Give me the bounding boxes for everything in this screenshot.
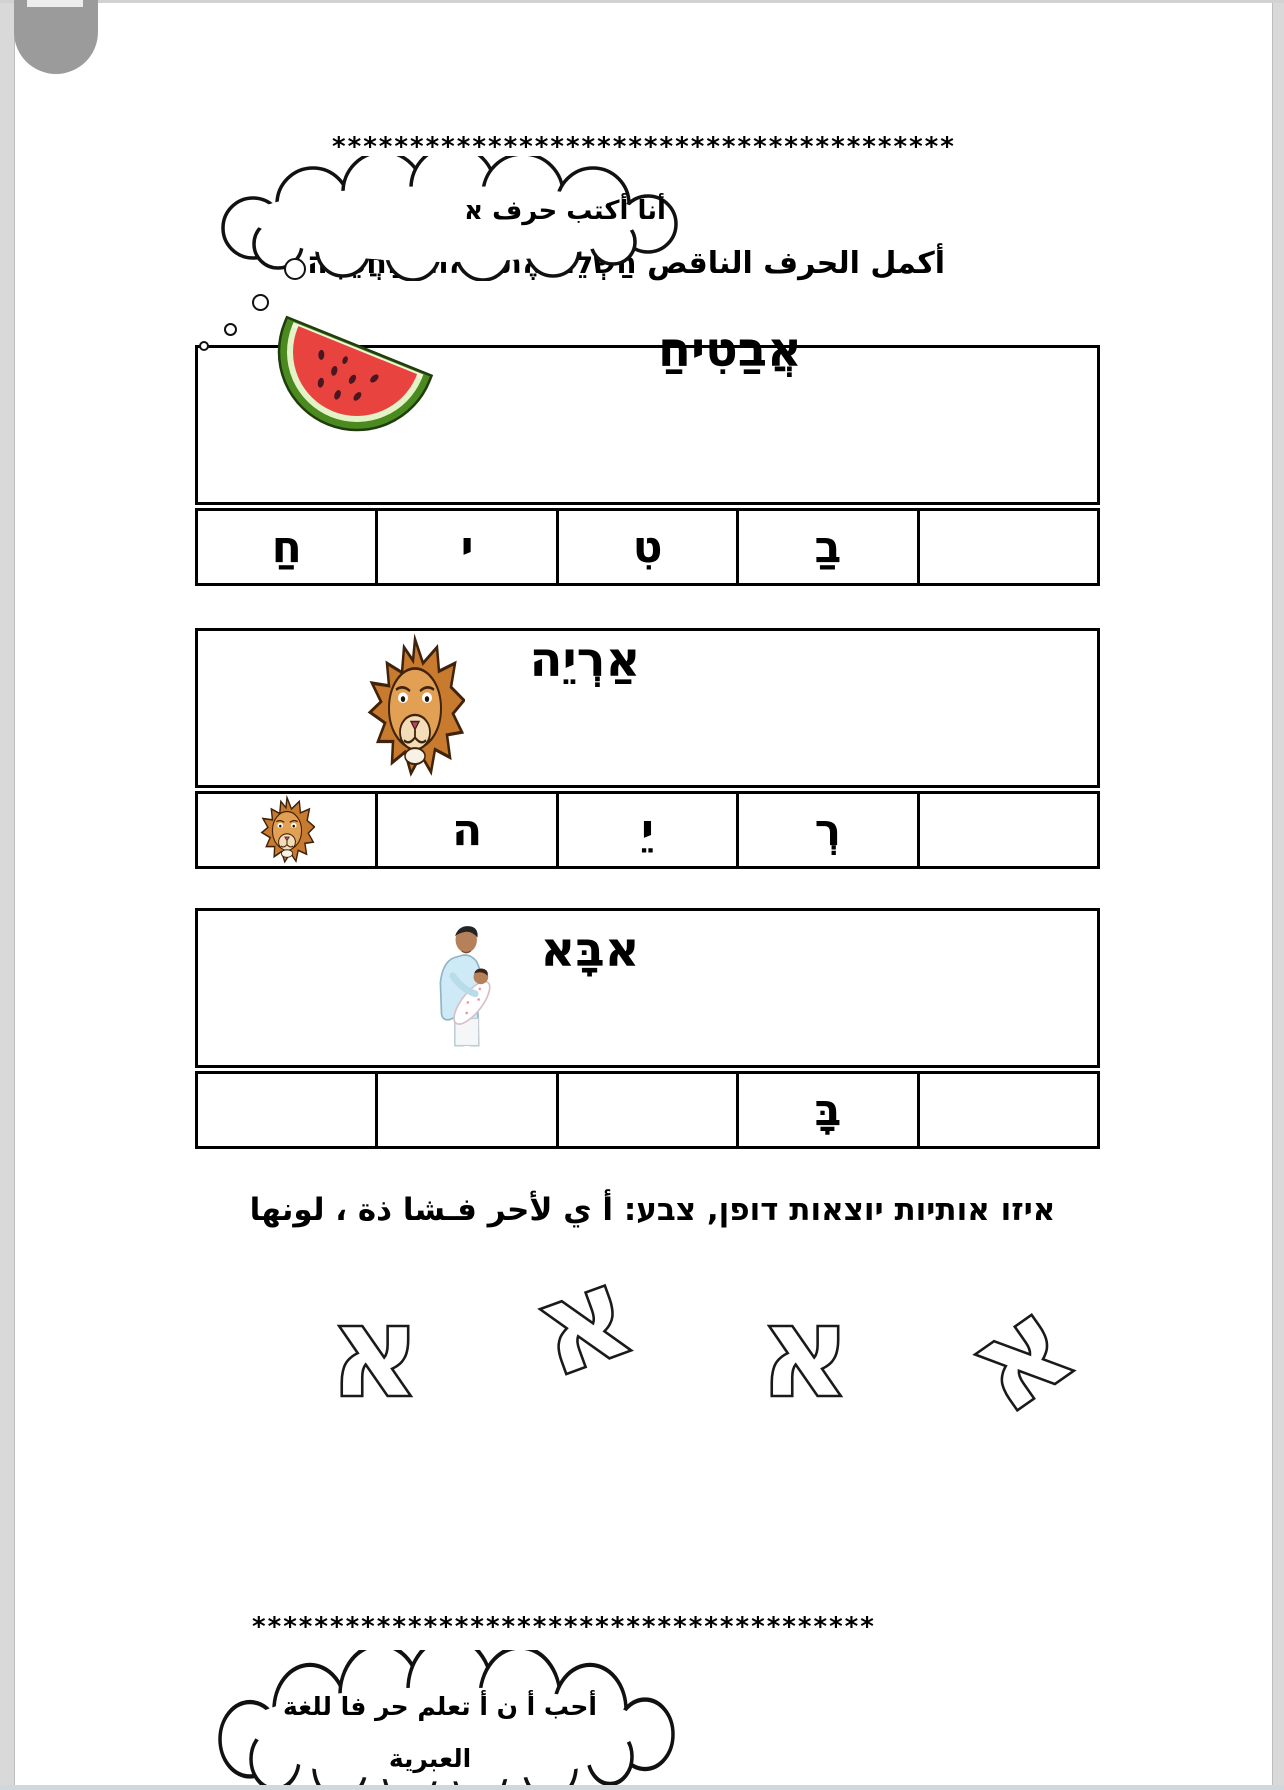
exercise1-letter-row: חַ י טִ בַ (195, 508, 1100, 586)
thought-bubble-bottom-line2: العبرية (388, 1744, 472, 1773)
letter-cell: ה (378, 794, 559, 866)
viewer-bottom-edge (0, 1785, 1284, 1790)
viewer-left-edge (0, 0, 15, 1790)
outline-letter-alef-4-rotated[interactable]: א (940, 1260, 1095, 1435)
thought-bubble-bottom-line1: أحب أ ن أ تعلم حر فا للغة (283, 1692, 597, 1721)
svg-text:א: א (758, 1278, 851, 1427)
letter-cell: י (378, 511, 559, 583)
letter-cell: בַ (739, 511, 920, 583)
thought-bubble-top-text: أنا أكتب حرف א (464, 196, 666, 226)
svg-text:א: א (940, 1268, 1095, 1435)
letter-cell: בָּ (739, 1074, 920, 1146)
letter-cell: טִ (559, 511, 740, 583)
exercise3-word: אבָּא (540, 922, 640, 978)
thought-dot-3 (224, 323, 237, 336)
exercise2-word-box (195, 628, 1100, 788)
answer-cell[interactable] (378, 1074, 559, 1146)
answer-cell[interactable] (198, 1074, 379, 1146)
svg-text:א: א (519, 1252, 658, 1422)
exercise3-letter-row: בָּ (195, 1071, 1100, 1149)
asterisk-divider-bottom: **************************************** (252, 1612, 876, 1642)
letter-cell: חַ (198, 511, 379, 583)
lion-icon-small (260, 796, 315, 863)
page-corner-tab (14, 0, 98, 74)
letter-cell: רְ (739, 794, 920, 866)
exercise2-word: אַרְיֵה (529, 632, 641, 688)
viewer-right-edge (1272, 0, 1284, 1790)
odd-one-out-prompt: איזו אותיות יוצאות דופן, צבע: أ ي لأحر ف… (249, 1192, 1056, 1228)
letter-cell-lion-image (198, 794, 379, 866)
thought-dot-1 (284, 258, 306, 280)
exercise2-letter-row: ה יֵ רְ (195, 791, 1100, 869)
letter-cell: יֵ (559, 794, 740, 866)
outline-letter-alef-1[interactable]: א (300, 1258, 450, 1428)
svg-text:א: א (328, 1278, 421, 1427)
exercise3-word-box (195, 908, 1100, 1068)
outline-letter-alef-2-rotated[interactable]: א (515, 1252, 665, 1422)
watermelon-icon (277, 315, 434, 432)
answer-cell[interactable] (920, 794, 1097, 866)
viewer-top-edge (0, 0, 1284, 3)
exercise1-word: אֲבַטִיחַ (658, 322, 802, 378)
answer-cell[interactable] (920, 1074, 1097, 1146)
answer-cell[interactable] (920, 511, 1097, 583)
father-baby-icon (439, 926, 491, 1047)
thought-dot-4 (199, 341, 209, 351)
lion-icon (368, 637, 465, 776)
thought-dot-2 (252, 294, 269, 311)
page-corner-tab-notch (27, 0, 83, 7)
outline-letter-alef-3[interactable]: א (730, 1258, 880, 1428)
answer-cell[interactable] (559, 1074, 740, 1146)
